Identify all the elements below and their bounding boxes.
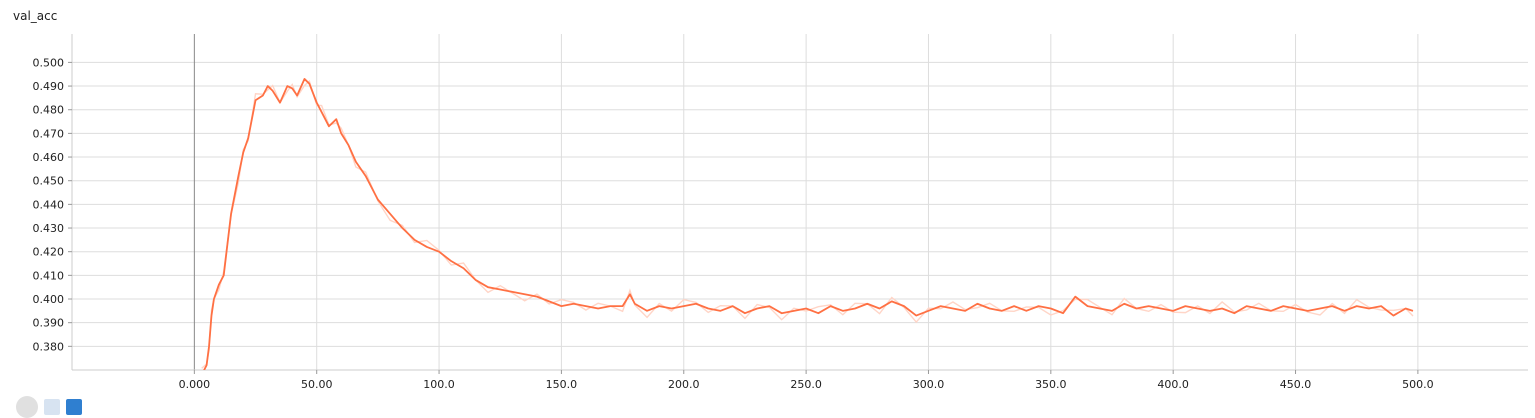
fit-domain-icon[interactable]	[66, 399, 82, 415]
y-tick-label: 0.500	[33, 56, 65, 69]
y-tick-label: 0.380	[33, 340, 65, 353]
x-tick-label: 100.0	[423, 378, 455, 391]
y-tick-label: 0.420	[33, 246, 65, 259]
y-tick-label: 0.480	[33, 104, 65, 117]
line-chart: 0.380 0.390 0.400 0.410 0.420 0.430 0.440 0.450…	[33, 34, 1528, 391]
grid-layer	[72, 34, 1528, 370]
axis-layer	[68, 34, 1528, 374]
chart-controls	[16, 396, 82, 418]
y-tick-label: 0.430	[33, 222, 65, 235]
y-tick-label: 0.470	[33, 127, 65, 140]
chart-title: val_acc	[13, 9, 58, 23]
x-tick-label: 150.0	[546, 378, 578, 391]
x-tick-label: 450.0	[1280, 378, 1312, 391]
y-tick-label: 0.410	[33, 269, 65, 282]
raw-series-line	[201, 79, 1414, 369]
smoothed-series-line	[203, 78, 1414, 370]
y-tick-label: 0.460	[33, 151, 65, 164]
expand-icon[interactable]	[16, 396, 38, 418]
y-tick-label: 0.390	[33, 317, 65, 330]
log-scale-icon[interactable]	[44, 399, 60, 415]
y-tick-label: 0.400	[33, 293, 65, 306]
y-tick-label: 0.440	[33, 198, 65, 211]
x-tick-label: 200.0	[668, 378, 700, 391]
y-tick-label: 0.490	[33, 80, 65, 93]
x-tick-label: 50.00	[301, 378, 333, 391]
x-tick-label: 500.0	[1402, 378, 1434, 391]
y-tick-label: 0.450	[33, 175, 65, 188]
x-tick-label: 300.0	[913, 378, 945, 391]
x-tick-label: 400.0	[1157, 378, 1189, 391]
x-tick-label: 350.0	[1035, 378, 1067, 391]
labels-layer: 0.380 0.390 0.400 0.410 0.420 0.430 0.440 0.450…	[33, 56, 1434, 391]
x-tick-label: 0.000	[179, 378, 211, 391]
x-tick-label: 250.0	[790, 378, 822, 391]
series-layer	[201, 78, 1414, 370]
